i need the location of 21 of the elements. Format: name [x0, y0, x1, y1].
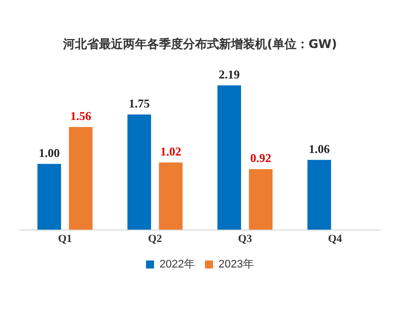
bar — [127, 114, 152, 230]
bar — [158, 162, 183, 230]
data-label: 1.00 — [38, 146, 60, 160]
data-label: 1.02 — [160, 144, 182, 159]
legend-label: 2022年 — [160, 258, 196, 271]
data-label: 2.19 — [218, 68, 240, 82]
data-label: 1.75 — [128, 96, 150, 111]
bar — [68, 126, 93, 230]
chart-title: 河北省最近两年各季度分布式新增装机(单位：GW) — [62, 36, 338, 53]
x-tick-label: Q2 — [148, 233, 163, 246]
data-label: 1.06 — [308, 142, 330, 156]
data-label: 0.92 — [250, 151, 272, 166]
data-label: 1.56 — [70, 109, 92, 124]
x-tick-label: Q1 — [58, 233, 72, 246]
bar — [307, 160, 332, 230]
legend-label: 2023年 — [218, 258, 254, 271]
bar — [248, 169, 273, 230]
bar — [217, 85, 242, 230]
x-tick-label: Q4 — [328, 233, 343, 246]
bar — [37, 164, 62, 230]
x-tick-label: Q3 — [238, 233, 253, 246]
